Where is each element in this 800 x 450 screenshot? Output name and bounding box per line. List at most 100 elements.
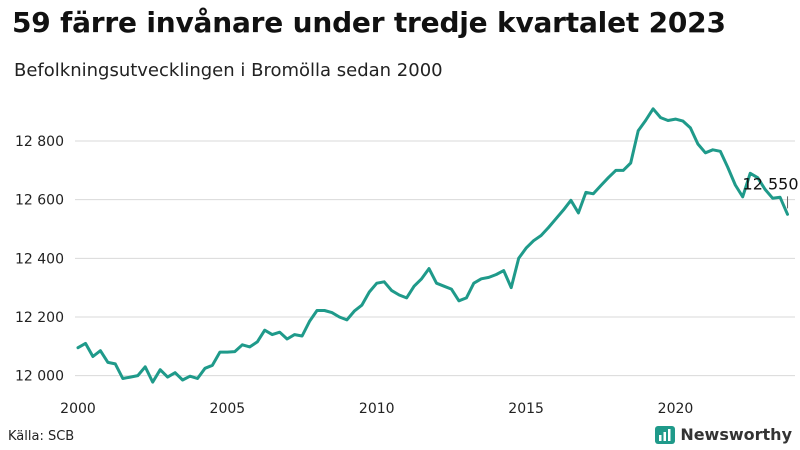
data-point xyxy=(465,296,468,300)
data-point xyxy=(487,276,490,279)
data-point xyxy=(569,199,573,202)
data-point xyxy=(248,345,251,349)
source-label: Källa: SCB xyxy=(8,429,75,444)
series-layer xyxy=(76,107,789,384)
data-point xyxy=(719,150,722,153)
data-point xyxy=(166,375,169,379)
data-point xyxy=(435,282,438,285)
x-axis-ticks: 2000 2005 2010 2015 2020 xyxy=(60,401,693,417)
x-tick-label: 2020 xyxy=(658,401,694,417)
data-point xyxy=(599,184,603,187)
data-point xyxy=(218,350,222,354)
data-point xyxy=(181,378,184,382)
data-point xyxy=(196,377,199,380)
y-axis-ticks: 12 000 12 200 12 400 12 600 12 800 xyxy=(15,134,64,385)
data-point xyxy=(383,280,386,283)
data-point xyxy=(450,287,453,291)
data-point xyxy=(270,333,274,336)
y-tick-label: 12 400 xyxy=(15,251,64,267)
data-point xyxy=(129,375,132,379)
data-point xyxy=(651,107,655,110)
data-point xyxy=(584,191,588,194)
data-point xyxy=(397,293,401,297)
y-tick-label: 12 200 xyxy=(15,310,64,326)
data-point xyxy=(375,282,378,285)
data-point xyxy=(457,299,461,303)
data-point xyxy=(412,284,416,288)
data-point xyxy=(711,148,715,152)
x-tick-label: 2005 xyxy=(210,401,246,417)
data-point xyxy=(622,169,625,172)
data-point xyxy=(300,334,304,338)
y-tick-label: 12 000 xyxy=(15,369,64,385)
y-tick-label: 12 600 xyxy=(15,193,64,209)
data-point xyxy=(554,217,558,220)
brand-logo[interactable]: Newsworthy xyxy=(655,425,792,444)
chart-title: 59 färre invånare under tredje kvartalet… xyxy=(12,6,726,39)
data-point xyxy=(636,129,640,132)
brand-name: Newsworthy xyxy=(680,425,792,444)
data-point xyxy=(532,239,535,242)
data-point xyxy=(472,282,476,285)
data-point xyxy=(629,161,632,165)
data-point xyxy=(495,273,498,276)
data-point xyxy=(84,342,87,345)
data-point xyxy=(420,277,423,281)
data-point xyxy=(547,226,550,229)
data-point xyxy=(285,337,289,341)
data-point xyxy=(308,320,311,323)
data-point xyxy=(644,119,647,122)
data-point xyxy=(315,309,319,312)
data-point xyxy=(323,309,326,312)
data-point xyxy=(524,246,528,250)
data-point xyxy=(256,340,259,344)
data-point xyxy=(360,304,364,307)
data-point xyxy=(674,117,677,121)
data-point xyxy=(173,371,177,374)
data-point xyxy=(330,311,334,314)
data-point xyxy=(502,269,505,272)
data-point xyxy=(704,151,707,154)
annotation-layer: 12 550 xyxy=(743,174,799,209)
y-tick-label: 12 800 xyxy=(15,134,64,150)
data-point xyxy=(696,142,700,146)
data-point xyxy=(390,289,393,292)
data-point xyxy=(91,355,95,358)
x-tick-label: 2010 xyxy=(359,401,395,417)
data-point xyxy=(480,277,483,281)
annotation-label: 12 550 xyxy=(743,174,799,193)
chart-subtitle: Befolkningsutvecklingen i Bromölla sedan… xyxy=(14,60,443,81)
x-tick-label: 2000 xyxy=(60,401,96,417)
data-point xyxy=(614,169,617,172)
data-point xyxy=(99,349,102,352)
grid-lines xyxy=(75,140,795,377)
data-point xyxy=(577,211,580,215)
data-point xyxy=(345,318,349,322)
data-point xyxy=(106,361,110,364)
data-point xyxy=(136,374,139,377)
data-point xyxy=(293,333,296,336)
data-point xyxy=(188,374,192,378)
data-point xyxy=(158,368,162,371)
data-point xyxy=(151,380,154,384)
data-point xyxy=(203,367,207,370)
data-point xyxy=(666,119,670,122)
data-point xyxy=(211,364,214,367)
data-point xyxy=(689,126,692,130)
data-point xyxy=(681,119,685,123)
data-point xyxy=(233,350,237,353)
newsworthy-icon xyxy=(655,425,676,444)
data-point xyxy=(786,213,789,216)
data-point xyxy=(763,188,767,191)
data-point xyxy=(734,183,737,187)
data-point xyxy=(778,196,782,199)
data-point xyxy=(756,176,759,179)
data-point xyxy=(368,290,371,294)
data-point xyxy=(748,172,752,175)
data-point xyxy=(114,362,117,366)
data-point xyxy=(509,286,513,289)
data-point xyxy=(263,328,266,332)
data-point xyxy=(144,365,147,369)
data-point xyxy=(241,343,244,347)
